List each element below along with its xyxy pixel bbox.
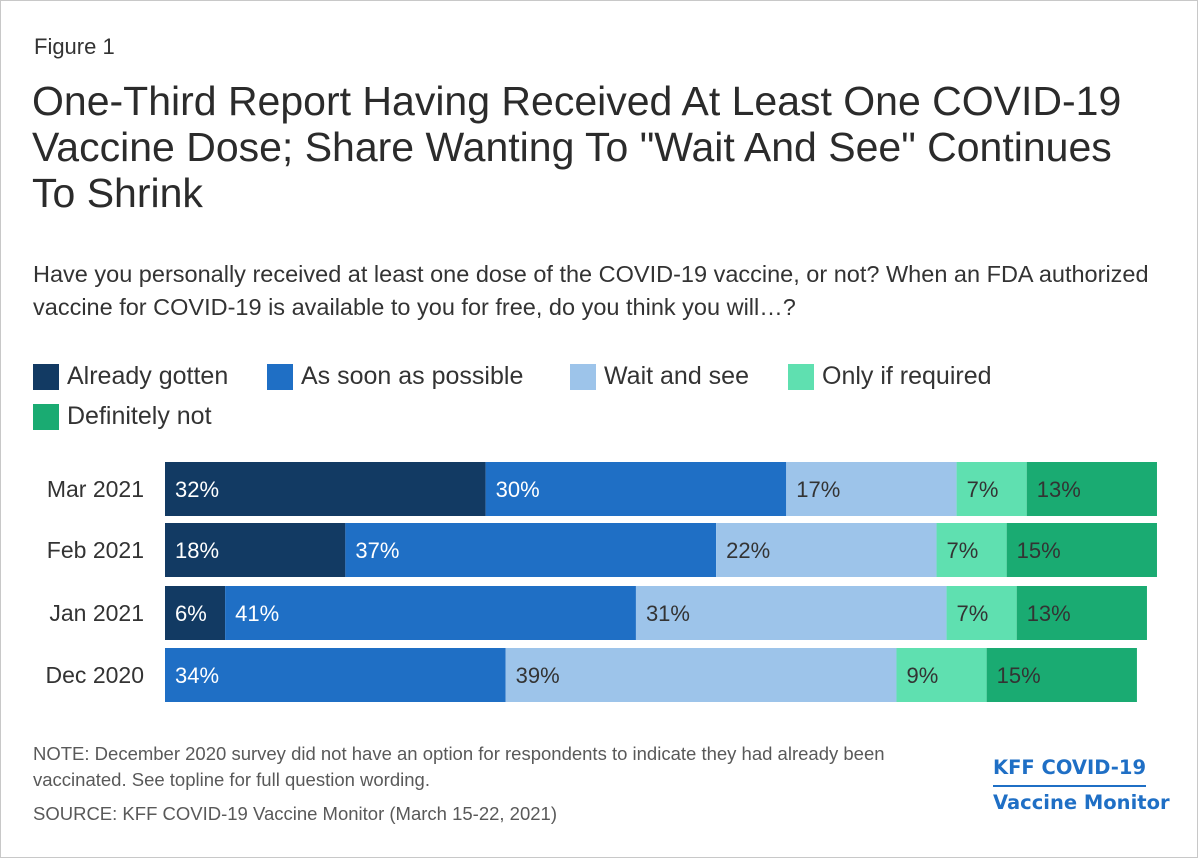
- data-label: 7%: [957, 601, 989, 626]
- category-label: Feb 2021: [47, 537, 144, 563]
- bar-segment: [1026, 462, 1157, 516]
- bar-segment: [956, 462, 1027, 516]
- bar-segment: [716, 523, 937, 577]
- legend-item-as-soon-as-possible: As soon as possible: [267, 362, 523, 391]
- legend-swatch: [788, 363, 814, 390]
- category-label: Dec 2020: [46, 662, 144, 688]
- bar-segment: [225, 586, 636, 640]
- bar-segment: [165, 648, 506, 702]
- data-label: 34%: [175, 663, 219, 688]
- legend-label: Already gotten: [67, 362, 229, 390]
- figure-label: Figure 1: [34, 34, 115, 59]
- data-label: 7%: [947, 538, 979, 563]
- legend-swatch: [570, 363, 596, 390]
- data-label: 22%: [726, 538, 770, 563]
- legend-swatch: [33, 403, 59, 430]
- bar-segment: [165, 462, 486, 516]
- bar-segment: [485, 462, 787, 516]
- legend-swatch: [33, 363, 59, 390]
- bar-segment: [635, 586, 947, 640]
- bar-segment: [946, 586, 1017, 640]
- legend-label: Definitely not: [67, 402, 212, 430]
- data-label: 39%: [516, 663, 560, 688]
- logo-line2: Vaccine Monitor: [993, 791, 1170, 814]
- bar-segment: [165, 523, 346, 577]
- bar-segment: [345, 523, 717, 577]
- chart-source: SOURCE: KFF COVID-19 Vaccine Monitor (Ma…: [33, 803, 557, 824]
- data-label: 41%: [235, 601, 279, 626]
- category-label: Jan 2021: [49, 600, 144, 626]
- chart-title: One-Third Report Having Received At Leas…: [32, 78, 1122, 216]
- chart-note: NOTE: December 2020 survey did not have …: [33, 743, 885, 790]
- legend-item-definitely-not: Definitely not: [33, 402, 212, 431]
- legend-item-wait-and-see: Wait and see: [570, 362, 749, 391]
- bar-segment: [1016, 586, 1147, 640]
- legend-item-already-gotten: Already gotten: [33, 362, 228, 391]
- data-label: 7%: [967, 477, 999, 502]
- data-label: 30%: [496, 477, 540, 502]
- bar-segment: [786, 462, 957, 516]
- data-label: 6%: [175, 601, 207, 626]
- data-label: 32%: [175, 477, 219, 502]
- kff-logo: KFF COVID-19 Vaccine Monitor: [993, 752, 1170, 819]
- data-label: 17%: [796, 477, 840, 502]
- bar-segment: [896, 648, 987, 702]
- logo-line1: KFF COVID-19: [993, 752, 1147, 787]
- legend-item-only-if-required: Only if required: [788, 362, 992, 391]
- data-label: 31%: [646, 601, 690, 626]
- legend-label: Only if required: [822, 362, 992, 390]
- bar-segment: [505, 648, 897, 702]
- legend-label: As soon as possible: [301, 362, 524, 390]
- data-label: 18%: [175, 538, 219, 563]
- bar-segment: [1006, 523, 1157, 577]
- legend-swatch: [267, 363, 293, 390]
- data-label: 13%: [1027, 601, 1071, 626]
- category-label: Mar 2021: [47, 476, 144, 502]
- data-label: 15%: [997, 663, 1041, 688]
- data-label: 37%: [355, 538, 399, 563]
- data-label: 13%: [1037, 477, 1081, 502]
- bar-segment: [986, 648, 1137, 702]
- bar-segment: [936, 523, 1007, 577]
- bar-segment: [165, 586, 226, 640]
- data-label: 9%: [906, 663, 938, 688]
- data-label: 15%: [1017, 538, 1061, 563]
- legend-label: Wait and see: [604, 362, 749, 390]
- chart-subtitle: Have you personally received at least on…: [33, 261, 1149, 320]
